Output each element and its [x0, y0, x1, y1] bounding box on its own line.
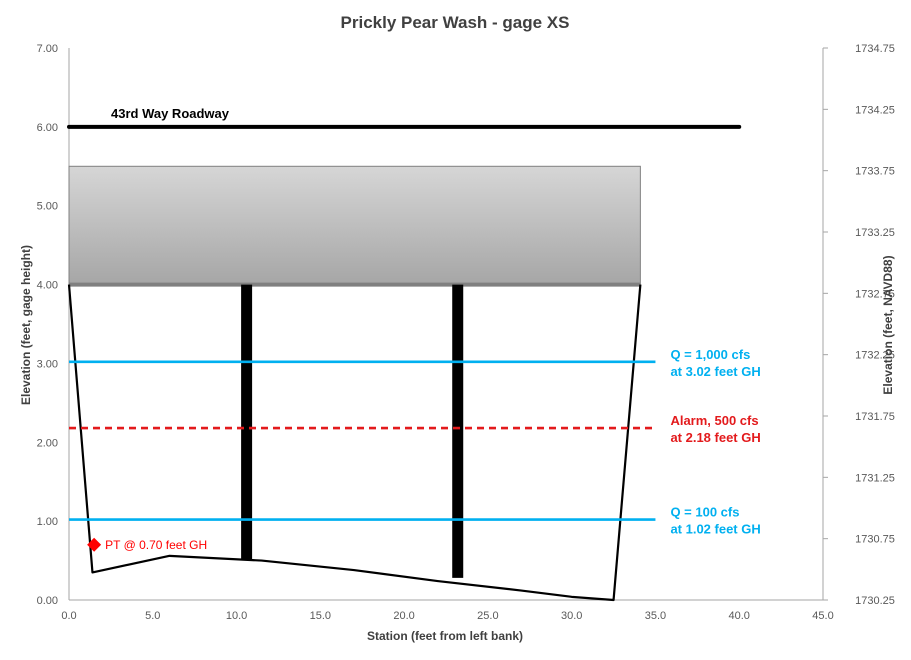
y-tick-label: 3.00: [37, 358, 58, 370]
level-label-line2: at 2.18 feet GH: [670, 430, 760, 445]
plot-area: 0.0 5.0 10.0 15.0 20.0 25.0 30.0 35.0 40.0 45.0 0.…: [37, 43, 895, 622]
level-label-line2: at 1.02 feet GH: [670, 522, 760, 537]
y2-tick-label: 1730.75: [855, 534, 895, 546]
y2-tick-label: 1734.75: [855, 43, 895, 55]
x-tick-label: 20.0: [393, 610, 414, 622]
x-tick-label: 35.0: [645, 610, 666, 622]
y2-tick-label: 1733.25: [855, 227, 895, 239]
sensor-label: PT @ 0.70 feet GH: [105, 538, 207, 552]
level-label-line1: Q = 100 cfs: [670, 505, 739, 520]
x-tick-label: 40.0: [729, 610, 750, 622]
level-label-line1: Alarm, 500 cfs: [670, 413, 758, 428]
x-axis-title: Station (feet from left bank): [367, 629, 523, 643]
sensor-marker: [87, 537, 102, 552]
y2-tick-label: 1731.75: [855, 411, 895, 423]
y2-tick-label: 1732.75: [855, 288, 895, 300]
chart-title: Prickly Pear Wash - gage XS: [341, 13, 570, 32]
x-tick-label: 15.0: [310, 610, 331, 622]
y-tick-label: 2.00: [37, 437, 58, 449]
x-tick-label: 5.0: [145, 610, 160, 622]
x-tick-label: 10.0: [226, 610, 247, 622]
y2-tick-label: 1734.25: [855, 104, 895, 116]
y2-tick-label: 1731.25: [855, 472, 895, 484]
y2-tick-label: 1732.25: [855, 350, 895, 362]
y2-axis-title: Elevation (feet, NAVD88): [881, 255, 895, 394]
roadway-label: 43rd Way Roadway: [111, 106, 230, 121]
level-label-line1: Q = 1,000 cfs: [670, 347, 750, 362]
y-tick-label: 5.00: [37, 201, 58, 213]
x-tick-label: 25.0: [477, 610, 498, 622]
x-tick-label: 0.0: [61, 610, 76, 622]
y2-tick-label: 1730.25: [855, 595, 895, 607]
y2-tick-label: 1733.75: [855, 166, 895, 178]
bridge-deck: [68, 165, 641, 286]
x-tick-label: 30.0: [561, 610, 582, 622]
y-axis-title: Elevation (feet, gage height): [19, 245, 33, 405]
level-label-line2: at 3.02 feet GH: [670, 364, 760, 379]
y-tick-label: 1.00: [37, 516, 58, 528]
y-tick-label: 0.00: [37, 595, 58, 607]
x-tick-label: 45.0: [812, 610, 833, 622]
channel-cross-section: [67, 284, 642, 602]
y-tick-label: 7.00: [37, 43, 58, 55]
y-tick-label: 6.00: [37, 122, 58, 134]
y-tick-label: 4.00: [37, 280, 58, 292]
